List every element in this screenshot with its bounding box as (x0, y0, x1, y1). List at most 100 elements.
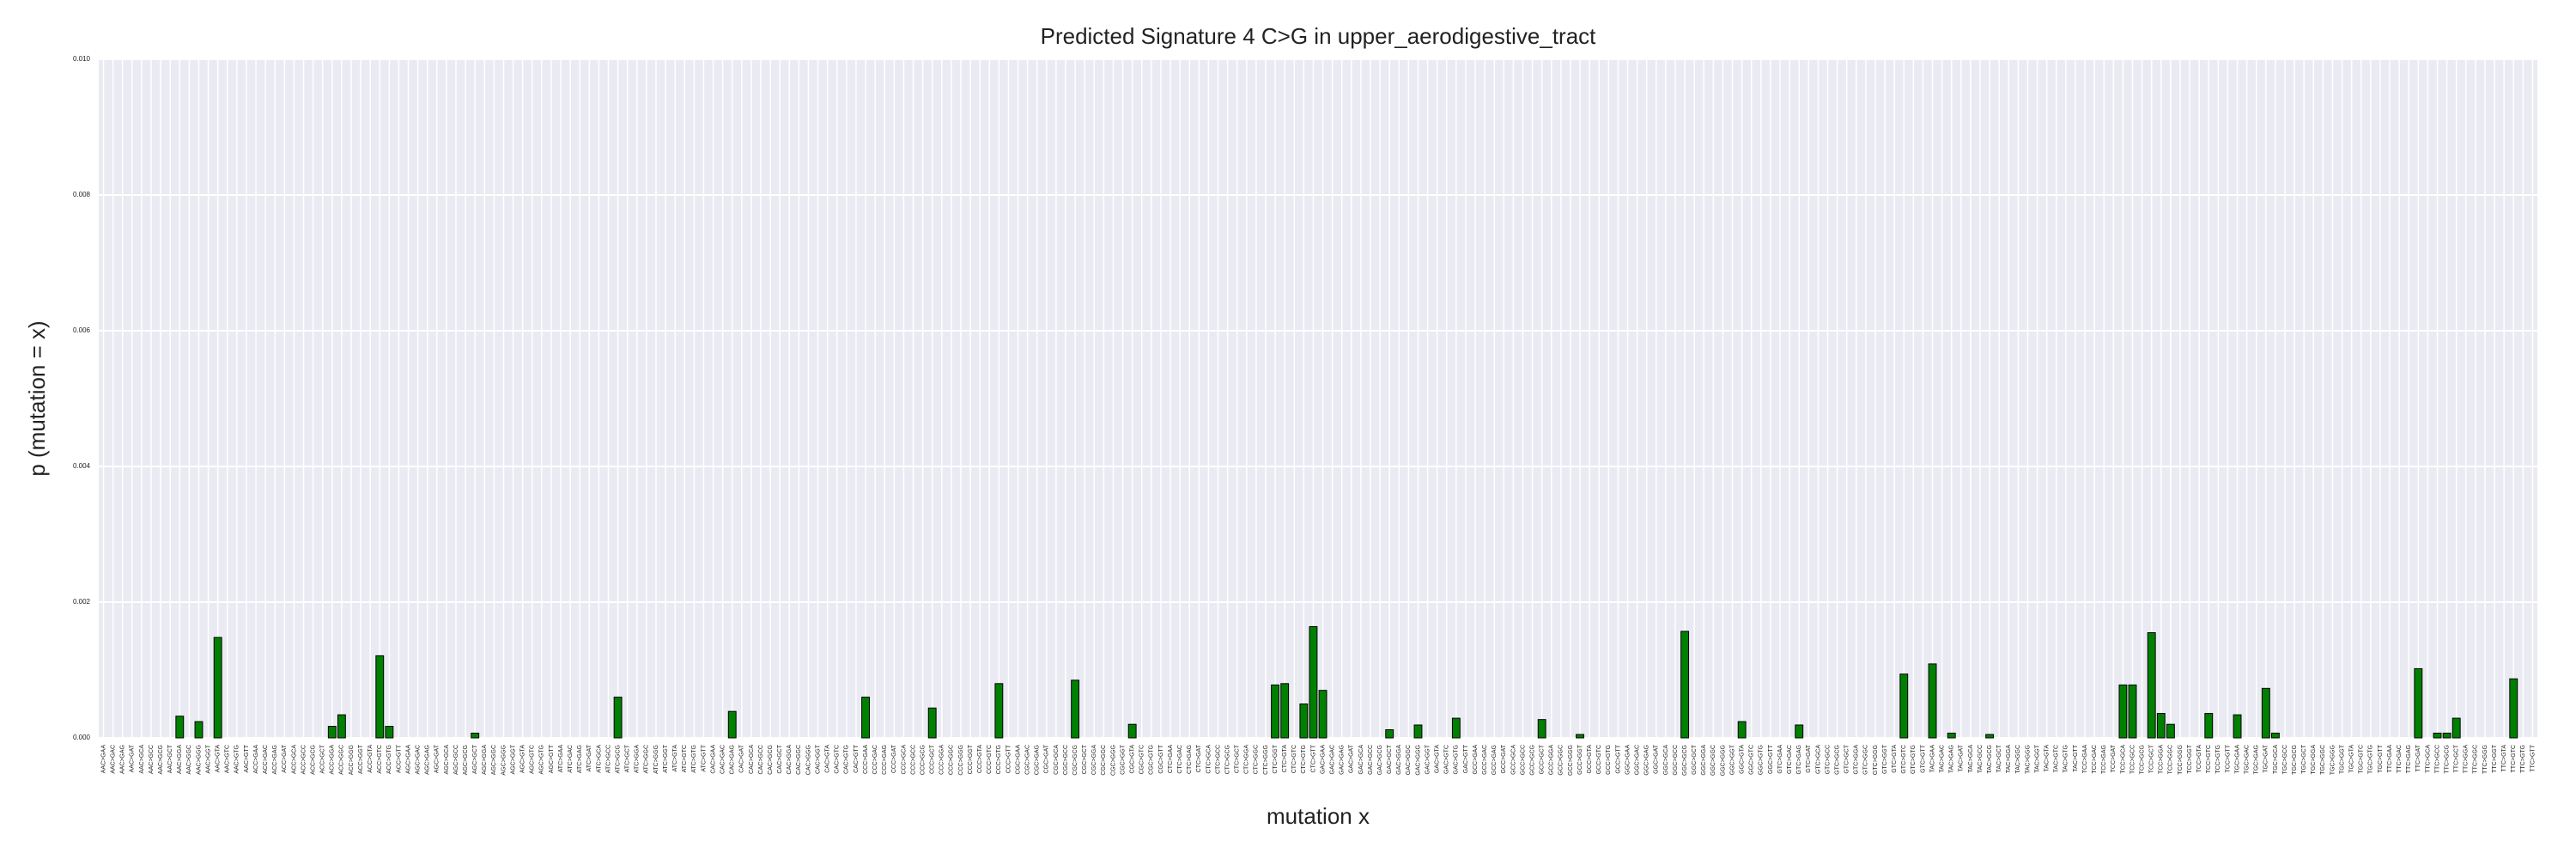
x-tick-label: TAC>GAC (1939, 745, 1945, 773)
x-tick-label: TCC>GGC (2168, 745, 2174, 774)
x-tick-label: ACC>GTT (396, 744, 402, 773)
x-tick-label: GAC>GAT (1349, 744, 1355, 773)
x-tick-label: GCC>GGA (1549, 745, 1555, 776)
x-tick-label: AAC>GGT (205, 744, 211, 773)
bar (213, 637, 222, 739)
x-tick-label: AGC>GTT (549, 744, 555, 773)
x-tick-label: CCC>GAT (891, 744, 897, 773)
x-tick-label: TCC>GCT (2149, 744, 2155, 773)
x-tick-label: TAC>GAG (1949, 745, 1955, 773)
x-tick-label: GCC>GAA (1473, 745, 1479, 775)
bar (994, 683, 1004, 739)
x-tick-label: CAC>GAC (720, 745, 726, 774)
x-tick-label: ATC>GCT (625, 744, 631, 772)
x-tick-label: AAC>GTA (216, 745, 222, 773)
x-tick-label: GCC>GAT (1501, 744, 1507, 773)
x-tick-label: GCC>GCG (1529, 745, 1535, 776)
x-tick-label: ACC>GTA (368, 745, 374, 773)
x-tick-label: GGC>GAG (1644, 745, 1650, 776)
bars (175, 625, 2518, 739)
x-tick-label: CTC>GTG (1301, 745, 1307, 774)
grid (99, 58, 2537, 739)
x-tick-label: CAC>GCC (758, 745, 764, 774)
x-tick-label: TGC>GTT (2378, 744, 2384, 773)
x-tick-label: CGC>GGC (1101, 745, 1107, 776)
bar (1795, 724, 1804, 739)
x-tick-label: ACC>GAA (253, 745, 259, 774)
x-tick-label: TTC>GTT (2530, 744, 2536, 771)
x-tick-label: CGC>GAC (1024, 745, 1030, 775)
x-tick-label: CGC>GGT (1120, 744, 1126, 775)
bar (175, 716, 185, 739)
bar (2156, 713, 2166, 739)
x-tick-label: GTC>GTC (1901, 745, 1907, 774)
x-tick-label: GCC>GTT (1615, 744, 1621, 773)
bar (1318, 690, 1327, 739)
x-tick-label: AAC>GGG (196, 745, 202, 775)
x-tick-label: ACC>GCC (301, 745, 307, 774)
y-axis-label: p (mutation = x) (24, 320, 50, 476)
x-tick-label: ACC>GAG (272, 745, 278, 774)
bar (2433, 732, 2442, 739)
chart-title: Predicted Signature 4 C>G in upper_aerod… (1041, 23, 1597, 49)
bar (927, 707, 937, 739)
x-tick-label: GAC>GTT (1463, 744, 1469, 773)
x-tick-label: TTC>GAT (2415, 744, 2421, 771)
x-tick-label: ACC>GTG (386, 745, 392, 774)
x-tick-label: CCC>GGT (968, 744, 974, 774)
x-tick-label: GGC>GCT (1692, 744, 1698, 775)
x-tick-label: CGC>GTT (1158, 744, 1164, 773)
x-tick-label: TCC>GTA (2196, 745, 2202, 773)
x-tick-label: TTC>GGA (2464, 745, 2470, 774)
bar (375, 655, 385, 739)
x-tick-label: AGC>GGG (501, 745, 507, 776)
x-tick-label: GTC>GAT (1806, 744, 1812, 772)
x-tick-label: CCC>GAG (882, 745, 888, 775)
x-tick-label: GTC>GCT (1844, 744, 1850, 773)
x-tick-label: AGC>GCG (463, 745, 469, 775)
x-tick-label: TCC>GAT (2111, 744, 2117, 772)
x-tick-label: GCC>GGC (1558, 745, 1564, 776)
x-tick-label: CCC>GTG (996, 745, 1002, 774)
x-tick-label: CAC>GTA (825, 745, 831, 773)
bar (1385, 729, 1394, 739)
x-tick-label: CAC>GCA (749, 745, 755, 774)
x-tick-label: AGC>GCT (472, 744, 478, 774)
x-tick-label: CCC>GAA (863, 745, 869, 774)
x-tick-label: ATC>GAC (568, 745, 574, 773)
x-tick-label: AAC>GAG (120, 745, 126, 774)
x-tick-label: ACC>GGT (358, 744, 364, 774)
x-tick-label: CAC>GTC (835, 745, 841, 774)
x-tick-label: CCC>GTA (977, 745, 983, 773)
x-tick-label: GAC>GTG (1454, 745, 1460, 774)
x-tick-label: GCC>GTA (1587, 745, 1593, 774)
x-tick-label: TAC>GGA (2006, 745, 2012, 773)
bar (1451, 717, 1461, 739)
bar (2270, 732, 2280, 739)
x-tick-label: ATC>GTC (682, 745, 688, 772)
x-tick-label: GGC>GTT (1768, 744, 1774, 774)
x-tick-label: GGC>GTA (1740, 745, 1746, 774)
x-tick-label: CCC>GCG (920, 745, 926, 775)
bar (1737, 721, 1747, 739)
x-axis-label: mutation x (1267, 803, 1370, 829)
x-tick-label: AGC>GAT (434, 744, 440, 773)
bar (1680, 631, 1690, 739)
x-tick-label: CGC>GCG (1072, 745, 1078, 776)
x-tick-label: CGC>GGA (1091, 745, 1097, 776)
x-tick-label: GGC>GCA (1663, 745, 1669, 776)
x-tick-label: CGC>GAA (1015, 745, 1021, 775)
x-tick-label: CTC>GGT (1273, 744, 1279, 773)
x-tick-label: ATC>GCG (615, 745, 621, 774)
bar (2204, 713, 2214, 739)
x-tick-label: AGC>GTC (530, 745, 536, 774)
x-tick-label: AGC>GAG (425, 745, 431, 775)
x-tick-label: CTC>GAG (1187, 745, 1193, 774)
x-tick-label: CAC>GCT (777, 744, 783, 773)
x-tick-label: GGC>GAT (1654, 744, 1660, 774)
x-tick-label: TCC>GTT (2225, 744, 2231, 772)
x-tick-label: ATC>GAG (577, 745, 583, 773)
x-tick-label: CAC>GCG (768, 745, 774, 775)
x-tick-label: TGC>GCG (2292, 745, 2298, 775)
bar (2451, 717, 2461, 739)
